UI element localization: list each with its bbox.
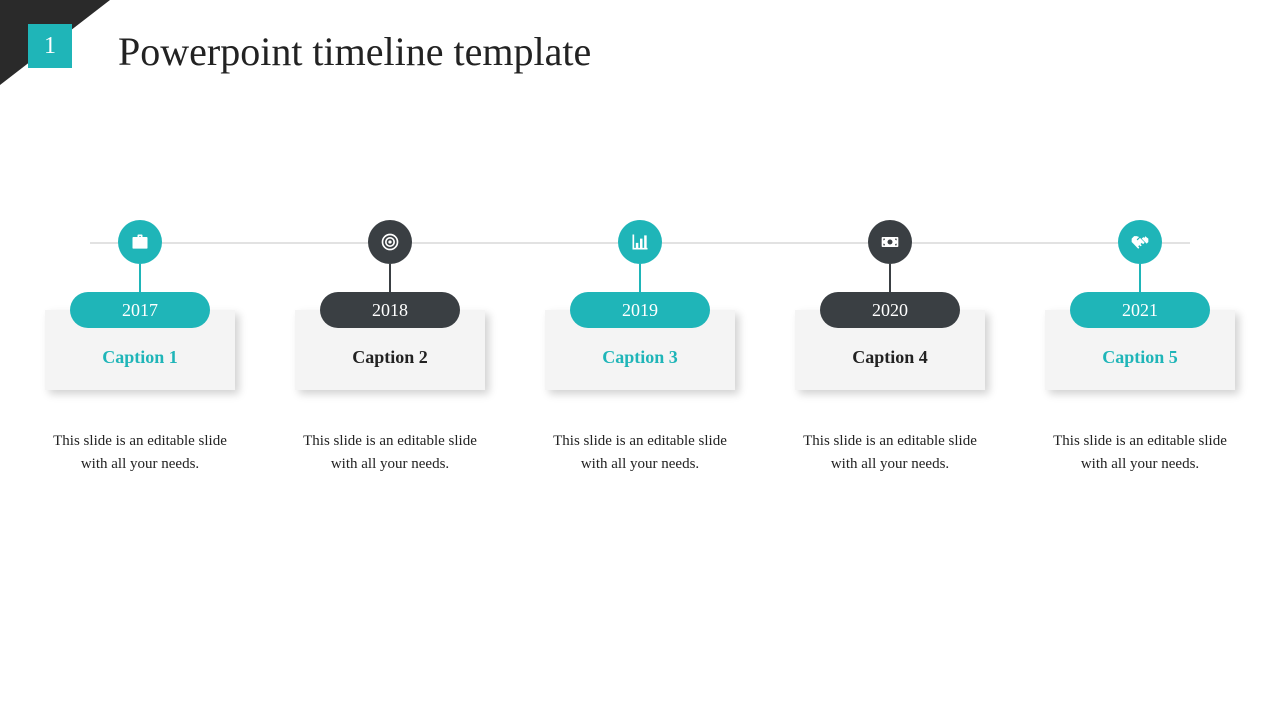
target-icon — [368, 220, 412, 264]
slide-number-badge: 1 — [28, 24, 72, 68]
timeline-item: 2021 Caption 5 This slide is an editable… — [1040, 220, 1240, 475]
year-pill: 2021 — [1070, 292, 1210, 328]
year-pill: 2020 — [820, 292, 960, 328]
stem — [889, 264, 891, 292]
briefcase-icon — [118, 220, 162, 264]
slide-title: Powerpoint timeline template — [118, 28, 591, 75]
description-text: This slide is an editable slide with all… — [790, 430, 990, 475]
description-text: This slide is an editable slide with all… — [540, 430, 740, 475]
timeline-item: 2020 Caption 4 This slide is an editable… — [790, 220, 990, 475]
caption-text: Caption 4 — [852, 347, 928, 368]
caption-text: Caption 3 — [602, 347, 678, 368]
caption-text: Caption 5 — [1102, 347, 1178, 368]
description-text: This slide is an editable slide with all… — [40, 430, 240, 475]
timeline: 2017 Caption 1 This slide is an editable… — [40, 220, 1240, 620]
stem — [639, 264, 641, 292]
stem — [389, 264, 391, 292]
handshake-icon — [1118, 220, 1162, 264]
stem — [1139, 264, 1141, 292]
description-text: This slide is an editable slide with all… — [290, 430, 490, 475]
year-pill: 2017 — [70, 292, 210, 328]
caption-text: Caption 2 — [352, 347, 428, 368]
description-text: This slide is an editable slide with all… — [1040, 430, 1240, 475]
corner-badge: 1 — [0, 0, 110, 85]
timeline-item: 2019 Caption 3 This slide is an editable… — [540, 220, 740, 475]
caption-text: Caption 1 — [102, 347, 178, 368]
year-pill: 2018 — [320, 292, 460, 328]
timeline-item: 2017 Caption 1 This slide is an editable… — [40, 220, 240, 475]
timeline-item: 2018 Caption 2 This slide is an editable… — [290, 220, 490, 475]
stem — [139, 264, 141, 292]
chart-icon — [618, 220, 662, 264]
year-pill: 2019 — [570, 292, 710, 328]
money-icon — [868, 220, 912, 264]
